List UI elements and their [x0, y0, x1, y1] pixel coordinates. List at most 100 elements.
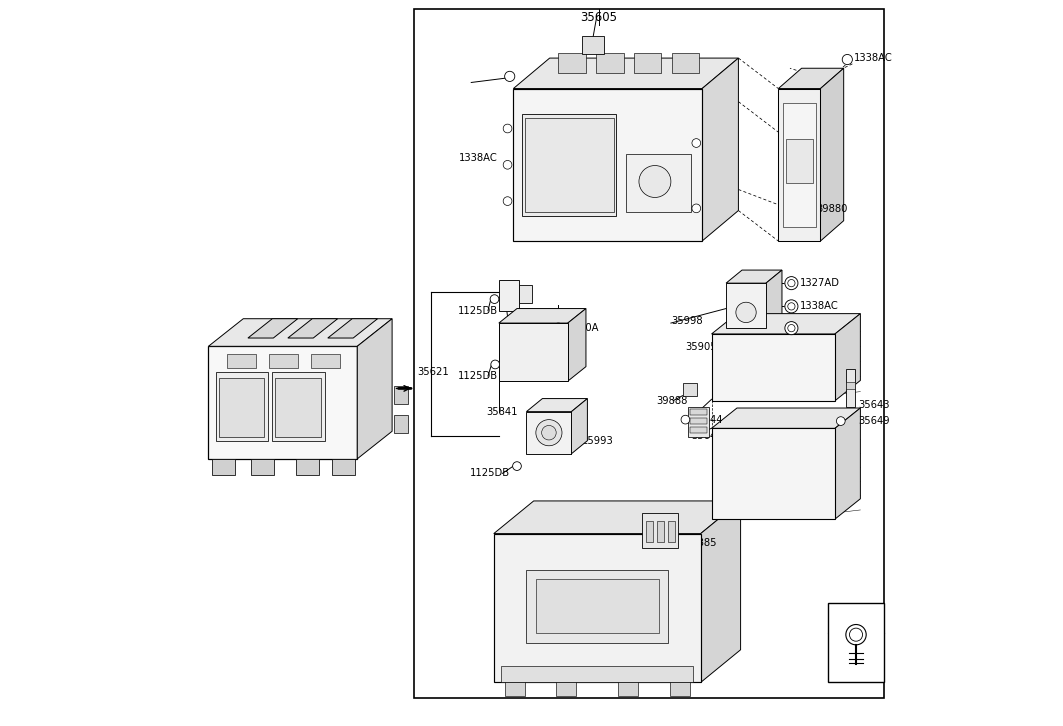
Text: 1338AC: 1338AC [800, 323, 839, 333]
Text: 1338AC: 1338AC [854, 53, 893, 63]
Bar [646, 521, 654, 542]
Polygon shape [778, 68, 844, 89]
Bar [212, 459, 235, 475]
Text: 35896: 35896 [514, 333, 545, 343]
Text: 35890: 35890 [508, 316, 540, 326]
Text: 35605: 35605 [580, 11, 618, 24]
Polygon shape [248, 319, 298, 338]
Polygon shape [526, 399, 588, 412]
Circle shape [536, 420, 562, 446]
Circle shape [503, 160, 512, 169]
Polygon shape [701, 501, 741, 682]
Bar [726, 283, 766, 328]
Text: 35644: 35644 [691, 415, 723, 425]
Bar [332, 459, 355, 475]
Bar [688, 407, 709, 437]
Text: 39880: 39880 [816, 204, 847, 214]
Circle shape [849, 628, 862, 641]
Bar [786, 139, 813, 183]
Circle shape [512, 462, 521, 470]
Circle shape [784, 300, 798, 313]
Text: 28160A: 28160A [560, 323, 600, 333]
Bar [778, 89, 821, 241]
Bar [501, 666, 693, 682]
Polygon shape [711, 408, 860, 428]
Bar [216, 372, 268, 441]
Polygon shape [513, 58, 739, 89]
Bar [596, 53, 624, 73]
Polygon shape [834, 408, 860, 519]
Text: 35998: 35998 [671, 316, 703, 326]
Circle shape [692, 139, 701, 147]
Bar [526, 412, 572, 454]
Bar [493, 534, 701, 682]
Polygon shape [499, 309, 586, 323]
Circle shape [788, 280, 795, 287]
Circle shape [842, 54, 853, 65]
Bar [275, 378, 321, 437]
Bar [846, 382, 855, 389]
Text: 1338AC: 1338AC [459, 153, 497, 163]
Bar [668, 521, 675, 542]
Bar [536, 579, 659, 633]
Bar [670, 682, 691, 696]
Bar [642, 513, 678, 548]
Circle shape [784, 322, 798, 335]
Text: 35621: 35621 [417, 367, 449, 377]
Bar [618, 682, 638, 696]
Bar [310, 354, 340, 368]
Text: 39888: 39888 [656, 396, 688, 406]
Circle shape [788, 303, 795, 310]
Text: 1338AC: 1338AC [800, 301, 839, 311]
Bar [219, 378, 265, 437]
Polygon shape [327, 319, 377, 338]
Polygon shape [834, 314, 860, 401]
Bar [583, 36, 604, 54]
Text: 35643: 35643 [858, 400, 890, 410]
Text: 1125DB: 1125DB [457, 306, 497, 316]
Bar [272, 372, 324, 441]
Bar [519, 285, 533, 303]
Circle shape [837, 417, 845, 425]
Bar [711, 334, 834, 401]
Text: 1125DB: 1125DB [457, 371, 497, 381]
Circle shape [505, 71, 514, 81]
Text: 39885: 39885 [686, 538, 716, 548]
Text: 25993: 25993 [580, 436, 612, 446]
Bar [226, 354, 255, 368]
Circle shape [542, 425, 556, 440]
Circle shape [784, 277, 798, 290]
Bar [499, 323, 568, 381]
Circle shape [692, 204, 701, 213]
Bar [846, 369, 855, 407]
Polygon shape [288, 319, 338, 338]
Bar [208, 346, 357, 459]
Text: 35648: 35648 [691, 431, 723, 441]
Bar [828, 603, 884, 682]
Bar [626, 154, 691, 212]
Bar [672, 53, 699, 73]
Text: 1129CE: 1129CE [836, 613, 876, 623]
Text: 1327AD: 1327AD [800, 278, 840, 288]
Bar [711, 428, 834, 519]
Bar [558, 53, 586, 73]
Circle shape [681, 415, 690, 424]
Polygon shape [821, 68, 844, 241]
Circle shape [490, 295, 499, 303]
Bar [522, 114, 617, 216]
Bar [393, 415, 408, 433]
Circle shape [491, 360, 500, 369]
Bar [682, 383, 697, 396]
Text: 35660: 35660 [645, 110, 677, 120]
Bar [296, 459, 319, 475]
Text: 35905A: 35905A [686, 342, 724, 352]
Circle shape [639, 166, 671, 197]
Bar [393, 386, 408, 404]
Bar [513, 89, 702, 241]
Bar [251, 459, 274, 475]
Polygon shape [711, 314, 860, 334]
Bar [414, 9, 884, 698]
Text: 1125DB: 1125DB [470, 468, 510, 478]
Bar [499, 280, 519, 311]
Bar [782, 103, 816, 227]
